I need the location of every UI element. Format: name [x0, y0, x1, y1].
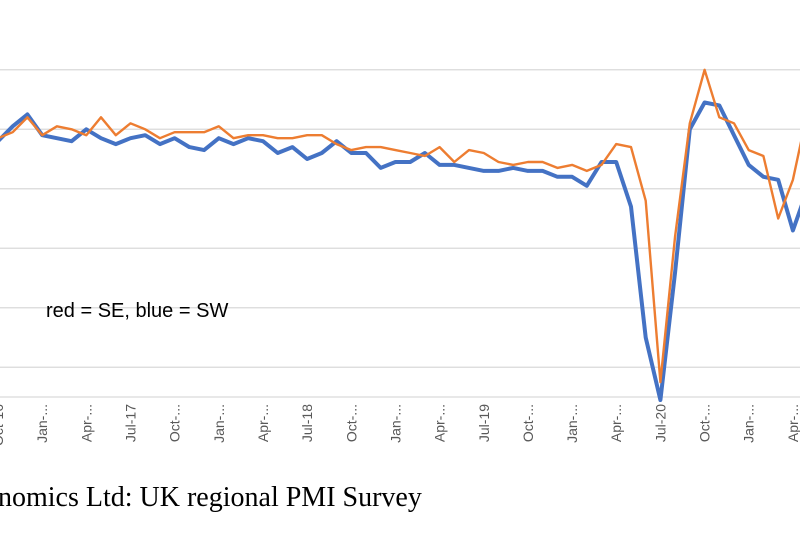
series-layer: [0, 68, 800, 402]
x-tick-label: Apr-...: [432, 404, 448, 442]
x-tick-label: Jan-...: [211, 404, 227, 443]
x-tick-label: Jan-...: [34, 404, 50, 443]
x-tick-label: Oct-...: [167, 404, 183, 442]
x-tick-label: Jul-20: [652, 404, 668, 442]
x-tick-label: Jul-19: [476, 404, 492, 442]
x-tick-label: Jul-17: [122, 404, 138, 442]
x-tick-label: Jan-...: [564, 404, 580, 443]
x-tick-labels: Oct-16 Jan-... Apr-... Jul-17 Oct-... Jan-...…: [0, 404, 800, 446]
x-tick-label: Oct-16: [0, 404, 6, 446]
x-tick-label: Jan-...: [387, 404, 403, 443]
source-caption: nomics Ltd: UK regional PMI Survey: [0, 482, 422, 513]
gridlines: [0, 69, 800, 368]
x-tick-label: Apr-...: [78, 404, 94, 442]
x-tick-label: Oct-...: [520, 404, 536, 442]
x-tick-label: Oct-...: [697, 404, 713, 442]
x-tick-label: Oct-...: [343, 404, 359, 442]
x-tick-label: Apr-...: [785, 404, 800, 442]
x-tick-label: Jul-18: [299, 404, 315, 442]
x-tick-label: Jan-...: [741, 404, 757, 443]
series-annotation: red = SE, blue = SW: [46, 300, 228, 322]
x-tick-label: Apr-...: [608, 404, 624, 442]
series-line-sw: [0, 100, 800, 402]
x-tick-label: Apr-...: [255, 404, 271, 442]
